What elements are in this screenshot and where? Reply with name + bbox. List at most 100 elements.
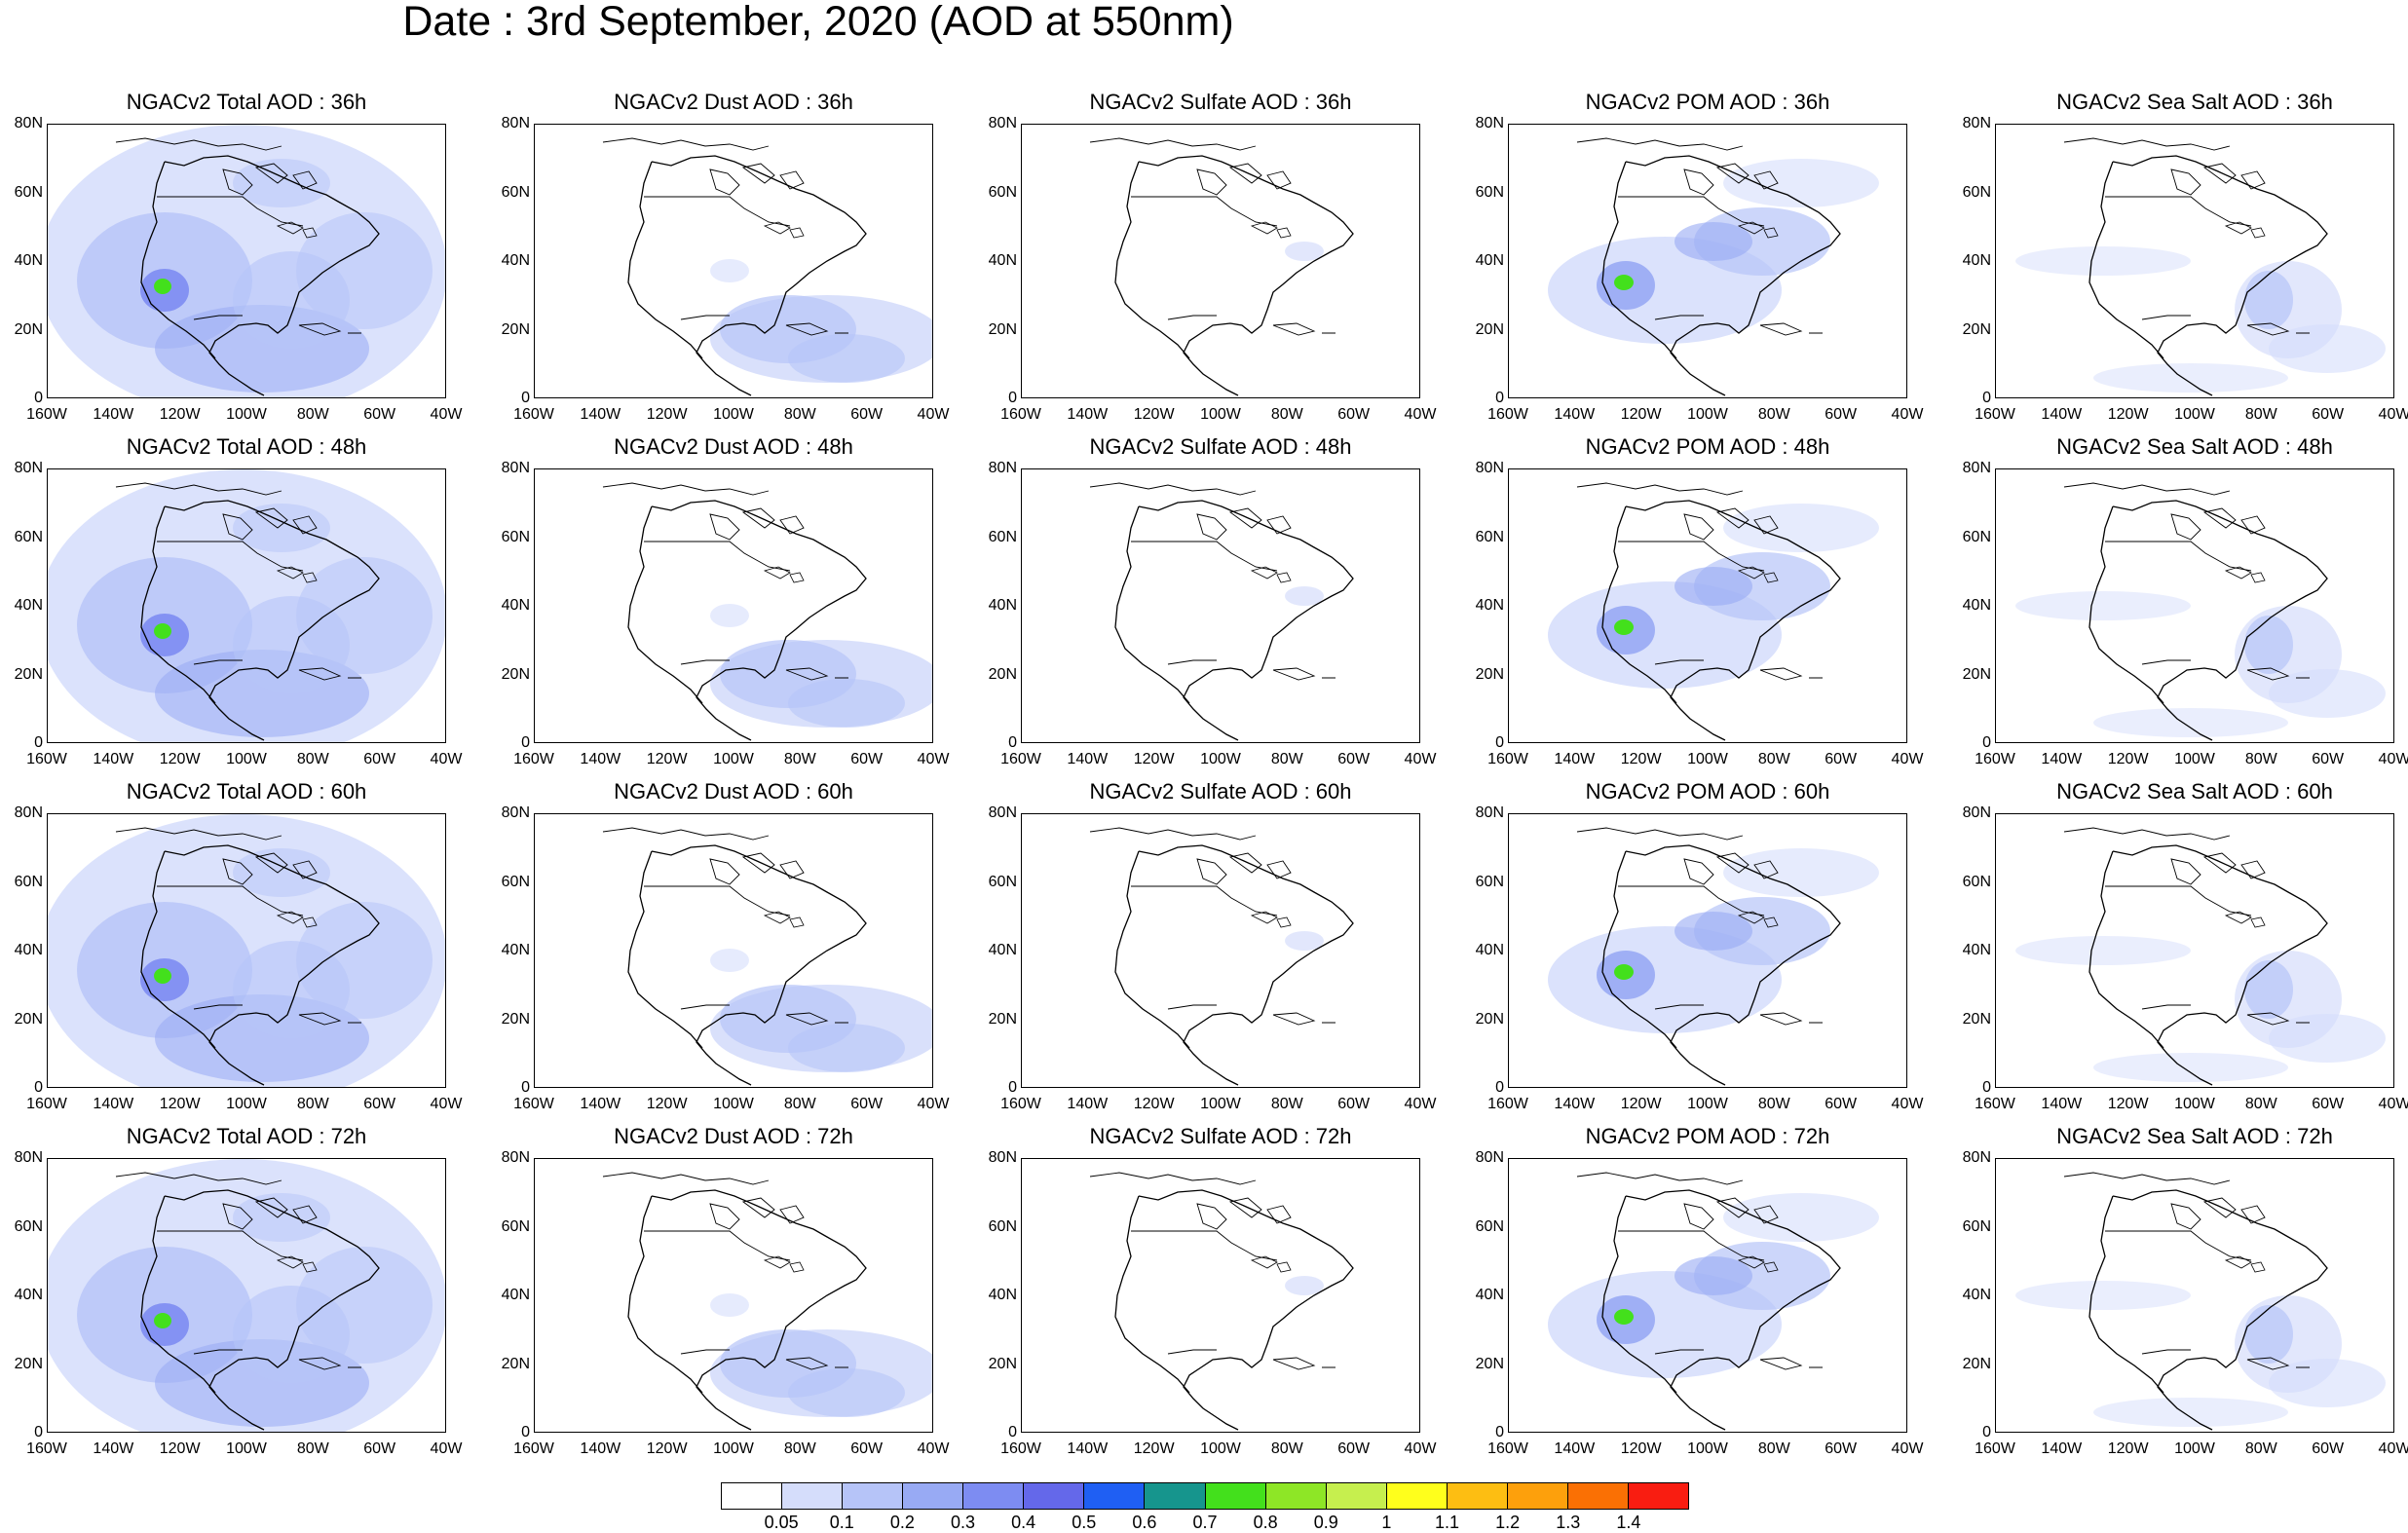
panel-title: NGACv2 Sea Salt AOD : 48h (2056, 434, 2333, 459)
y-tick-label: 0 (1495, 390, 1504, 406)
y-tick-label: 20N (501, 320, 530, 338)
x-tick-label: 120W (646, 751, 688, 767)
x-tick-label: 160W (1975, 751, 2015, 767)
coastline (644, 196, 791, 320)
x-tick-label: 80W (1270, 1440, 1303, 1457)
coastline (276, 1255, 318, 1273)
x-tick-label: 120W (1620, 406, 1662, 423)
x-tick-label: 40W (917, 751, 950, 767)
map-svg (2015, 482, 2386, 741)
colorbar-box (1628, 1483, 1688, 1509)
x-tick-label: 120W (646, 1440, 688, 1457)
map-panel: NGACv2 Sea Salt AOD : 60h 80N 60N 40N 20N 0 16… (1963, 779, 2408, 1112)
coastline (1089, 137, 1336, 336)
map-svg (2015, 827, 2386, 1086)
x-tick-label: 160W (513, 1440, 554, 1457)
map-panel: NGACv2 Sulfate AOD : 36h 80N 60N 40N 20N 0 160… (989, 90, 1437, 423)
x-tick-label: 40W (430, 1440, 463, 1457)
map-area (1021, 813, 1420, 1088)
map-area (47, 124, 446, 398)
map-svg (1089, 827, 1354, 1086)
x-tick-label: 60W (1337, 406, 1371, 423)
y-tick-label: 0 (521, 734, 530, 751)
y-tick-label: 20N (1962, 320, 1991, 338)
aod-shading (2244, 960, 2293, 1019)
aod-shading (233, 504, 330, 552)
map-area (1021, 468, 1420, 743)
map-svg (1548, 482, 1879, 741)
x-tick-label: 160W (1487, 1440, 1528, 1457)
coastline (644, 541, 791, 665)
x-tick-label: 60W (1825, 1096, 1858, 1112)
panel-title: NGACv2 Sulfate AOD : 72h (1089, 1124, 1352, 1148)
y-tick-label: 80N (501, 1149, 530, 1166)
y-tick-label: 0 (1982, 1424, 1991, 1440)
x-tick-label: 140W (580, 1096, 621, 1112)
y-tick-label: 40N (1962, 1287, 1991, 1303)
colorbar-label: 1 (1381, 1513, 1392, 1532)
colorbar-label: 0.6 (1132, 1513, 1157, 1532)
x-tick-label: 120W (2107, 1096, 2149, 1112)
y-tick-label: 20N (988, 320, 1017, 338)
y-tick-label: 40N (14, 942, 43, 958)
coastline (1131, 196, 1278, 320)
y-tick-label: 20N (1962, 665, 1991, 683)
colorbar-label: 1.4 (1616, 1513, 1641, 1532)
y-tick-label: 80N (988, 1149, 1017, 1166)
aod-shading (233, 159, 330, 207)
x-tick-label: 80W (296, 751, 329, 767)
aod-shading (2269, 1359, 2386, 1407)
y-tick-label: 80N (1962, 1149, 1991, 1166)
y-tick-label: 60N (14, 528, 43, 545)
colorbar-box (963, 1483, 1025, 1509)
x-tick-label: 160W (1975, 406, 2015, 423)
coastline (1618, 885, 1765, 1010)
aod-shading (154, 1313, 171, 1328)
y-tick-label: 20N (1475, 1010, 1504, 1028)
y-tick-label: 40N (988, 942, 1017, 958)
aod-shading (1723, 159, 1879, 207)
y-tick-label: 40N (988, 597, 1017, 614)
y-tick-label: 0 (1008, 1079, 1017, 1096)
aod-shading (1674, 567, 1752, 606)
y-tick-label: 60N (14, 1217, 43, 1235)
x-tick-label: 40W (1404, 751, 1437, 767)
map-panel: NGACv2 Dust AOD : 36h 80N 60N 40N 20N 0 160W 14… (502, 90, 950, 423)
coastline (115, 482, 361, 681)
x-tick-label: 140W (1554, 1440, 1596, 1457)
x-tick-label: 40W (430, 406, 463, 423)
aod-shading (2093, 363, 2288, 393)
coastline (157, 196, 304, 320)
colorbar-label: 0.9 (1313, 1513, 1338, 1532)
y-tick-label: 0 (1008, 1424, 1017, 1440)
coastline (115, 1172, 361, 1370)
aod-shading (1285, 931, 1324, 951)
map-svg (1548, 1172, 1879, 1431)
x-tick-label: 160W (1487, 1096, 1528, 1112)
coastline (1618, 196, 1765, 320)
y-tick-label: 60N (1475, 528, 1504, 545)
x-tick-label: 160W (1000, 1440, 1041, 1457)
y-tick-label: 40N (501, 597, 530, 614)
x-tick-label: 120W (1133, 406, 1175, 423)
x-tick-label: 120W (646, 1096, 688, 1112)
x-tick-label: 60W (363, 751, 396, 767)
x-tick-label: 40W (1891, 1440, 1924, 1457)
x-tick-label: 60W (850, 1440, 884, 1457)
y-tick-label: 80N (988, 115, 1017, 131)
coastline (1576, 137, 1823, 336)
map-svg (48, 1159, 445, 1432)
x-tick-label: 160W (1487, 406, 1528, 423)
coastline (1576, 482, 1823, 681)
x-tick-label: 140W (580, 1440, 621, 1457)
y-tick-label: 60N (1475, 183, 1504, 201)
x-tick-label: 100W (2174, 406, 2215, 423)
aod-shading (154, 968, 171, 984)
x-tick-label: 140W (1067, 1096, 1109, 1112)
colorbar (721, 1482, 1689, 1510)
y-tick-label: 20N (501, 665, 530, 683)
coastline (602, 482, 848, 681)
y-tick-label: 80N (14, 115, 43, 131)
colorbar-label: 1.1 (1434, 1513, 1460, 1532)
y-tick-label: 60N (988, 183, 1017, 201)
